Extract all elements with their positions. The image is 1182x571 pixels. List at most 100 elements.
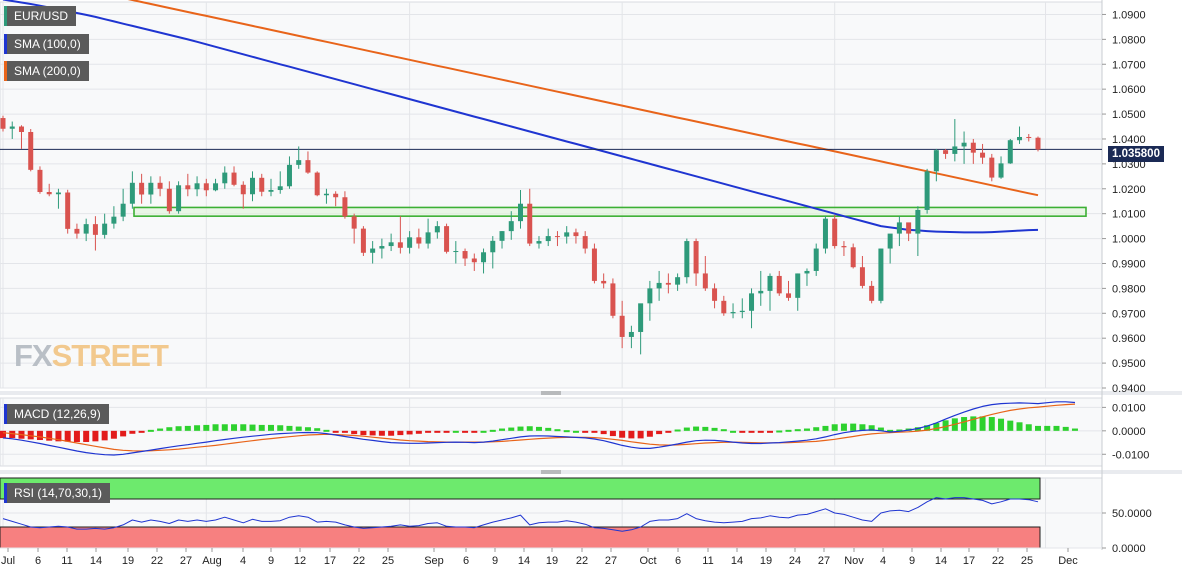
candle-body [148, 182, 154, 195]
macd-histogram-bar [212, 424, 219, 431]
macd-histogram-bar [582, 430, 589, 433]
macd-histogram-bar [831, 424, 838, 431]
candle-body [268, 190, 274, 192]
candle-body [758, 290, 764, 294]
symbol-color-swatch [4, 6, 7, 26]
candle-body [536, 241, 542, 244]
time-axis-tick-label: 4 [240, 555, 246, 567]
candle-body [185, 185, 191, 190]
candle-body [970, 142, 976, 153]
macd-histogram-bar [961, 417, 968, 431]
rsi-axis-tick-label: 50.0000 [1112, 508, 1152, 520]
candle-body [776, 275, 782, 294]
candle-body [28, 131, 34, 170]
candle-body [499, 231, 505, 241]
macd-histogram-bar [480, 430, 487, 433]
candle-body [222, 172, 228, 184]
macd-histogram-bar [572, 430, 579, 433]
rsi-axis-tick-label: 0.0000 [1112, 543, 1146, 555]
current-price-tag: 1.035800 [1108, 146, 1164, 162]
macd-histogram-bar [702, 426, 709, 431]
panel-background-1 [0, 1, 1103, 389]
macd-histogram-bar [452, 430, 459, 433]
rsi-line [2, 497, 1039, 532]
candle-body [822, 218, 828, 249]
price-axis-tick-label: 0.9500 [1112, 358, 1146, 370]
candle-body [841, 246, 847, 248]
time-axis-tick-label: 27 [180, 555, 192, 567]
candle-body [638, 303, 644, 332]
macd-histogram-bar [979, 416, 986, 431]
candle-body [508, 221, 514, 232]
macd-color-swatch [4, 404, 7, 424]
candle-body [564, 232, 570, 237]
macd-histogram-bar [600, 430, 607, 435]
candle-body [434, 226, 440, 233]
candle-body [120, 203, 126, 217]
time-axis-tick-label: 22 [151, 555, 163, 567]
macd-histogram-bar [739, 430, 746, 433]
macd-histogram-bar [221, 424, 228, 431]
price-axis-tick-label: 1.0700 [1112, 59, 1146, 71]
symbol-legend-label: EUR/USD [14, 9, 69, 23]
candle-body [952, 146, 958, 154]
macd-histogram-bar [425, 430, 432, 433]
macd-histogram-bar [249, 424, 256, 431]
macd-histogram-bar [591, 430, 598, 433]
time-axis-tick-label: 24 [789, 555, 801, 567]
macd-histogram-bar [138, 430, 145, 433]
candle-body [305, 160, 311, 173]
panel-divider-1 [0, 391, 1182, 395]
sma100-legend: SMA (100,0) [4, 34, 89, 54]
macd-histogram-bar [258, 424, 265, 431]
time-axis-tick-label: 14 [731, 555, 743, 567]
macd-histogram-bar [840, 423, 847, 431]
macd-histogram-bar [526, 426, 533, 431]
macd-histogram-bar [101, 430, 108, 441]
macd-histogram-bar [388, 430, 395, 436]
candle-body [157, 182, 163, 189]
macd-histogram-bar [9, 430, 16, 439]
macd-histogram-bar [203, 424, 210, 431]
rsi-legend: RSI (14,70,30,1) [4, 483, 111, 503]
macd-histogram-bar [499, 428, 506, 431]
macd-histogram-bar [304, 427, 311, 431]
candle-body [333, 193, 339, 198]
macd-histogram-bar [508, 427, 515, 431]
macd-histogram-bar [785, 429, 792, 432]
macd-histogram-bar [646, 430, 653, 437]
candle-body [1026, 136, 1032, 138]
candle-body [231, 172, 237, 185]
candle-body [878, 248, 884, 301]
candle-body [416, 237, 422, 244]
candle-body [665, 282, 671, 285]
macd-histogram-bar [415, 430, 422, 434]
candle-body [370, 248, 376, 253]
macd-histogram-bar [545, 427, 552, 431]
macd-histogram-bar [46, 430, 53, 441]
candle-body [1035, 137, 1041, 150]
macd-histogram-bar [351, 430, 358, 435]
candle-body [859, 267, 865, 286]
candle-body [832, 218, 838, 247]
rsi-color-swatch [4, 483, 7, 503]
sma100-line [2, 0, 1039, 234]
candle-body [554, 236, 560, 238]
candle-body [129, 182, 135, 204]
candle-body [176, 185, 182, 212]
price-axis-tick-label: 1.0000 [1112, 234, 1146, 246]
macd-histogram-bar [1007, 420, 1014, 431]
macd-histogram-bar [868, 425, 875, 431]
macd-histogram-bar [36, 430, 43, 441]
candle-body [453, 251, 459, 253]
candle-body [213, 183, 219, 191]
candle-body [869, 285, 875, 301]
price-axis-tick-label: 1.0800 [1112, 34, 1146, 46]
rsi-overbought-zone [0, 477, 1041, 500]
candle-body [351, 216, 357, 229]
macd-histogram-bar [267, 424, 274, 431]
candle-body [407, 237, 413, 248]
macd-histogram-bar [730, 430, 737, 433]
macd-histogram-bar [637, 430, 644, 439]
